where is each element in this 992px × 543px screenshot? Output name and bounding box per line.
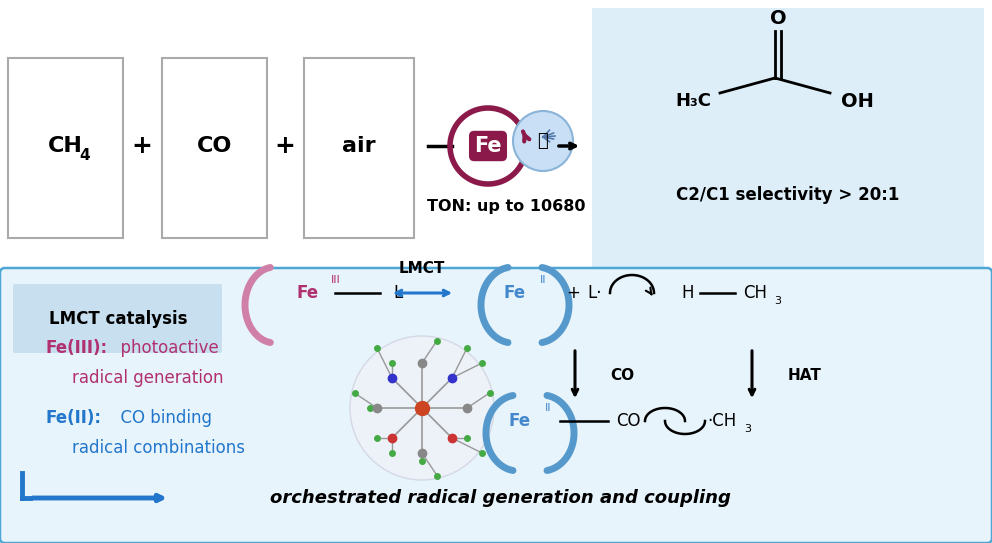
Text: III: III [331, 275, 341, 285]
Text: radical generation: radical generation [72, 369, 223, 387]
FancyBboxPatch shape [5, 8, 987, 268]
Text: CO: CO [610, 368, 634, 382]
Text: CO binding: CO binding [110, 409, 212, 427]
Text: L: L [394, 284, 403, 302]
FancyBboxPatch shape [8, 58, 123, 238]
FancyBboxPatch shape [13, 284, 222, 353]
Text: C2/C1 selectivity > 20:1: C2/C1 selectivity > 20:1 [677, 186, 900, 204]
Text: Fe(III):: Fe(III): [45, 339, 107, 357]
Text: orchestrated radical generation and coupling: orchestrated radical generation and coup… [270, 489, 730, 507]
Text: radical combinations: radical combinations [72, 439, 245, 457]
Text: air: air [342, 136, 376, 156]
Text: +: + [566, 284, 580, 302]
Text: Fe: Fe [509, 412, 531, 430]
FancyBboxPatch shape [0, 268, 992, 543]
Text: Fe: Fe [297, 284, 319, 302]
FancyBboxPatch shape [304, 58, 414, 238]
Text: OH: OH [840, 92, 873, 110]
Text: LMCT: LMCT [399, 261, 445, 275]
Text: CO: CO [196, 136, 232, 156]
Circle shape [513, 111, 573, 171]
Text: +: + [132, 134, 153, 158]
Text: ·CH: ·CH [707, 412, 737, 430]
Text: 3: 3 [745, 424, 752, 434]
Text: O: O [770, 9, 787, 28]
FancyBboxPatch shape [162, 58, 267, 238]
Text: photoactive: photoactive [110, 339, 219, 357]
Text: 3: 3 [775, 296, 782, 306]
Text: TON: up to 10680: TON: up to 10680 [427, 199, 585, 213]
Text: CH: CH [48, 136, 83, 156]
Text: 💡: 💡 [538, 132, 549, 150]
FancyBboxPatch shape [592, 8, 984, 268]
Text: Fe: Fe [504, 284, 526, 302]
Text: 4: 4 [79, 148, 90, 162]
Text: Fe: Fe [474, 136, 502, 156]
Text: +: + [275, 134, 296, 158]
Text: H₃C: H₃C [675, 92, 711, 110]
Text: HAT: HAT [788, 368, 822, 382]
Text: L·: L· [587, 284, 602, 302]
Text: II: II [545, 403, 552, 413]
Circle shape [350, 336, 494, 480]
Text: CO: CO [616, 412, 640, 430]
Text: CH: CH [743, 284, 767, 302]
Text: LMCT catalysis: LMCT catalysis [49, 310, 187, 327]
Text: H: H [682, 284, 694, 302]
Text: Fe(II):: Fe(II): [45, 409, 101, 427]
Text: II: II [540, 275, 547, 285]
